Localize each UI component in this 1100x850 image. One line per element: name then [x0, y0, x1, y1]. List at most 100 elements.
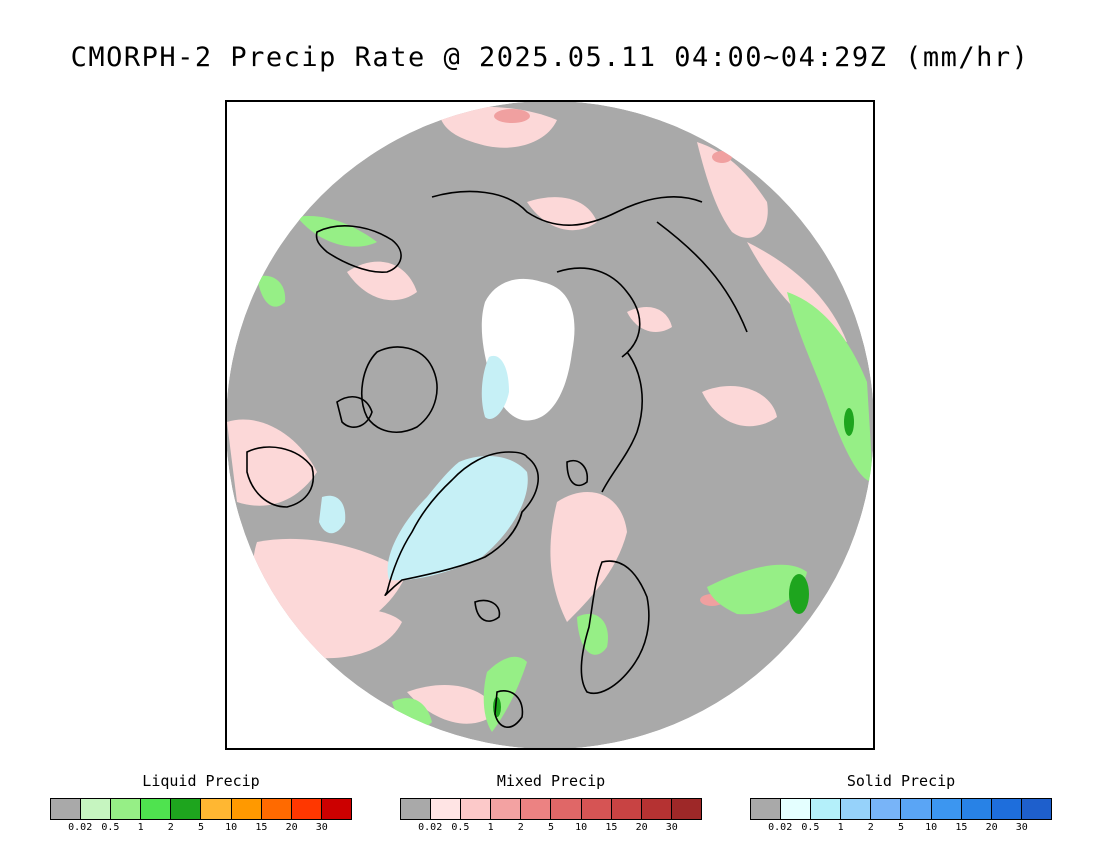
legend-tick-label: 2 — [167, 822, 174, 833]
legend-swatch — [171, 799, 202, 819]
legend-tick-label: 15 — [955, 822, 968, 833]
liquid-precip-area — [257, 275, 286, 307]
mixed-precip-core — [712, 151, 732, 163]
legend-tick-label: 1 — [137, 822, 144, 833]
british-isles-coastline — [494, 690, 524, 728]
legend-tick-label: 1 — [487, 822, 494, 833]
siberia-coastline — [431, 190, 703, 226]
legend-swatch — [751, 799, 782, 819]
legend-swatch — [111, 799, 142, 819]
solid-precip-area — [319, 495, 346, 534]
legend-ticks: 0.02 0.5 1 2 5 10 15 20 30 — [400, 822, 702, 836]
legend-swatch — [81, 799, 112, 819]
liquid-precip-area — [787, 292, 873, 482]
legend-tick-label: 30 — [1015, 822, 1028, 833]
siberia-coastline — [556, 267, 641, 358]
legend-swatch — [401, 799, 432, 819]
polar-precip-map — [227, 102, 873, 748]
hudson-bay-coastline — [246, 446, 314, 508]
solid-precip-areas — [319, 355, 528, 581]
solid-precip-area — [481, 355, 509, 420]
legend-colorbar — [400, 798, 702, 820]
greenland-coastline — [384, 451, 539, 596]
legend-swatch — [291, 799, 322, 819]
legend-swatch — [51, 799, 82, 819]
legend-tick-label: 5 — [897, 822, 905, 833]
legend-tick-label: 10 — [925, 822, 938, 833]
liquid-precip-cores — [493, 408, 854, 717]
mixed-precip-area — [227, 419, 317, 506]
liquid-precip-area — [707, 564, 807, 615]
svalbard-coastline — [566, 460, 589, 487]
alaska-coastline — [315, 225, 402, 273]
legend-swatch — [141, 799, 172, 819]
legend-swatch — [641, 799, 672, 819]
legend-tick-label: 0.02 — [68, 822, 93, 833]
legend-tick-label: 30 — [665, 822, 678, 833]
legend-tick-label: 20 — [985, 822, 998, 833]
legend-ticks: 0.02 0.5 1 2 5 10 15 20 30 — [750, 822, 1052, 836]
mixed-precip-area — [527, 197, 597, 231]
canadian-archipelago-coastline — [361, 346, 438, 433]
legend-mixed-precip: Mixed Precip 0.02 0.5 1 2 5 10 15 20 30 — [400, 772, 702, 836]
legend-tick-label: 5 — [197, 822, 205, 833]
legend-swatch — [321, 799, 351, 819]
legend-swatch — [611, 799, 642, 819]
legend-tick-label: 0.02 — [768, 822, 793, 833]
legend-colorbar — [750, 798, 1052, 820]
scandinavia-coastline — [580, 560, 650, 694]
mixed-precip-area — [697, 142, 768, 238]
liquid-precip-core — [789, 574, 809, 614]
legend-colorbar — [50, 798, 352, 820]
liquid-precip-area — [392, 698, 432, 731]
legend-tick-label: 20 — [635, 822, 648, 833]
legend-tick-label: 20 — [285, 822, 298, 833]
solid-precip-area — [387, 456, 528, 581]
legend-tick-label: 30 — [315, 822, 328, 833]
legend-swatch — [521, 799, 552, 819]
legend-solid-precip: Solid Precip 0.02 0.5 1 2 5 10 15 20 30 — [750, 772, 1052, 836]
legend-title: Solid Precip — [846, 772, 956, 790]
legend-tick-label: 5 — [547, 822, 555, 833]
coastlines — [246, 190, 748, 728]
iceland-coastline — [474, 599, 501, 622]
mixed-precip-core — [494, 109, 530, 123]
legend-swatch — [931, 799, 962, 819]
legend-swatch — [871, 799, 902, 819]
mixed-precip-area — [297, 608, 402, 659]
mixed-precip-area — [347, 261, 417, 301]
legend-swatch — [431, 799, 462, 819]
legend-tick-label: 0.5 — [801, 822, 820, 833]
legend-swatch — [231, 799, 262, 819]
legend-swatch — [261, 799, 292, 819]
liquid-precip-area — [297, 216, 377, 247]
legend-tick-label: 1 — [837, 822, 844, 833]
legend-swatch — [461, 799, 492, 819]
legend-tick-label: 0.5 — [101, 822, 120, 833]
legend-tick-label: 10 — [575, 822, 588, 833]
legend-swatch — [581, 799, 612, 819]
legend-tick-label: 10 — [225, 822, 238, 833]
legend-swatch — [991, 799, 1022, 819]
legend-swatch — [201, 799, 232, 819]
russia-interior-border — [656, 221, 748, 333]
legend-swatch — [811, 799, 842, 819]
legend-tick-label: 2 — [517, 822, 524, 833]
liquid-precip-core — [844, 408, 854, 436]
mixed-precip-area — [702, 386, 777, 427]
legend-swatch — [551, 799, 582, 819]
legend-swatch — [841, 799, 872, 819]
mixed-precip-area — [407, 684, 497, 724]
chart-title: CMORPH-2 Precip Rate @ 2025.05.11 04:00~… — [70, 42, 1030, 73]
legend-swatch — [961, 799, 992, 819]
legend-ticks: 0.02 0.5 1 2 5 10 15 20 30 — [50, 822, 352, 836]
legend-tick-label: 2 — [867, 822, 874, 833]
legend-title: Liquid Precip — [142, 772, 260, 790]
legend-tick-label: 15 — [255, 822, 268, 833]
legend-swatch — [671, 799, 701, 819]
legend-swatch — [901, 799, 932, 819]
legend-title: Mixed Precip — [496, 772, 606, 790]
legend-swatch — [781, 799, 812, 819]
legend-tick-label: 0.02 — [418, 822, 443, 833]
legend-tick-label: 15 — [605, 822, 618, 833]
